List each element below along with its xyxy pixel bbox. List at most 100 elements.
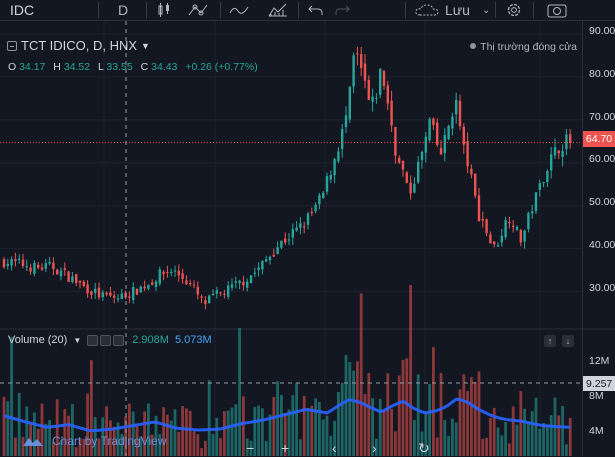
- scroll-left-button[interactable]: ‹: [332, 440, 337, 456]
- candle: [208, 295, 211, 304]
- volume-bar: [340, 382, 344, 456]
- candle: [192, 284, 196, 286]
- candle: [280, 240, 283, 248]
- volume-bar: [394, 431, 397, 456]
- zoom-out-button[interactable]: −: [246, 440, 255, 456]
- gear-icon[interactable]: [100, 334, 112, 346]
- candle: [481, 218, 484, 221]
- volume-bar: [150, 434, 154, 456]
- volume-bar: [21, 437, 25, 456]
- volume-bar: [59, 440, 63, 456]
- volume-bar: [215, 417, 219, 456]
- candle: [90, 291, 93, 295]
- camera-icon[interactable]: [546, 0, 568, 20]
- candle: [215, 290, 218, 294]
- volume-bar: [101, 417, 105, 456]
- toolbar-divider: [405, 2, 406, 18]
- price-axis-label: 40.00: [589, 239, 615, 251]
- candle: [557, 150, 560, 154]
- move-pane-up-icon[interactable]: ↑: [544, 335, 556, 347]
- candle: [496, 245, 500, 247]
- zoom-in-button[interactable]: +: [281, 440, 290, 456]
- volume-legend[interactable]: Volume (20) ▼ 2.908M 5.073M: [8, 334, 212, 346]
- volume-bar: [515, 424, 519, 456]
- attribution-text: Chart by TradingView: [52, 434, 167, 448]
- candle: [29, 267, 32, 272]
- candle: [439, 147, 443, 155]
- candle: [18, 258, 21, 260]
- volume-bar: [405, 358, 409, 456]
- interval-button[interactable]: D: [117, 2, 129, 18]
- volume-bar: [359, 293, 363, 456]
- low-label: L: [98, 61, 104, 73]
- candle: [428, 118, 431, 141]
- candle: [101, 292, 104, 298]
- candle: [154, 281, 158, 287]
- volume-title: Volume (20): [8, 334, 68, 346]
- toolbar-divider: [495, 2, 496, 18]
- eye-icon[interactable]: [87, 334, 99, 346]
- volume-bar: [466, 390, 469, 456]
- candle: [113, 295, 116, 298]
- close-icon[interactable]: [113, 334, 125, 346]
- collapse-legend-icon[interactable]: [7, 40, 17, 51]
- tradingview-attribution[interactable]: Chart by TradingView: [22, 434, 167, 448]
- move-pane-down-icon[interactable]: ↓: [562, 335, 574, 347]
- candle: [337, 151, 340, 162]
- volume-bar: [420, 431, 424, 456]
- volume-bar: [435, 437, 439, 456]
- candle: [401, 160, 405, 170]
- volume-bar: [242, 396, 245, 456]
- volume-bar: [112, 426, 116, 456]
- candle: [200, 296, 203, 298]
- candle: [234, 281, 237, 283]
- close-label: C: [140, 61, 149, 73]
- reset-chart-icon[interactable]: ↻: [418, 440, 430, 456]
- undo-icon[interactable]: [306, 0, 324, 20]
- candles-icon[interactable]: [154, 0, 174, 20]
- volume-ma-line: [3, 397, 571, 433]
- candle: [196, 286, 199, 295]
- candle: [447, 125, 450, 140]
- volume-bar: [283, 413, 287, 456]
- volume-bar: [519, 391, 523, 456]
- candle: [470, 168, 473, 175]
- symbol-search-button[interactable]: IDC: [10, 2, 35, 18]
- volume-bar: [204, 440, 207, 456]
- volume-bar: [447, 435, 450, 456]
- candle: [508, 221, 511, 224]
- volume-ma-value: 5.073M: [174, 334, 212, 346]
- volume-bar: [333, 420, 336, 456]
- series-legend[interactable]: TCT IDICO, D, HNX ▼: [7, 38, 150, 53]
- volume-bar: [55, 399, 59, 456]
- chart-canvas[interactable]: [0, 21, 615, 456]
- candle: [287, 239, 291, 241]
- compare-icon[interactable]: [267, 0, 289, 20]
- candle: [352, 55, 355, 87]
- volume-bar: [549, 415, 553, 456]
- volume-bar: [230, 407, 234, 456]
- volume-bar: [223, 411, 226, 456]
- volume-bar: [90, 360, 93, 456]
- volume-bar: [109, 420, 112, 456]
- price-axis-label: 60.00: [589, 153, 615, 165]
- candle: [185, 280, 188, 285]
- caret-down-icon[interactable]: ▼: [73, 335, 82, 345]
- gear-icon[interactable]: [503, 0, 525, 20]
- volume-bar: [280, 394, 283, 456]
- volume-bar: [454, 422, 458, 456]
- candle: [170, 271, 173, 273]
- candle: [230, 284, 234, 288]
- candle: [116, 298, 120, 300]
- line-tool-icon[interactable]: [228, 0, 250, 20]
- candle: [219, 292, 222, 294]
- caret-down-icon[interactable]: ▼: [141, 40, 150, 51]
- tradingview-logo-icon: [23, 438, 43, 446]
- candle: [546, 170, 549, 183]
- redo-icon[interactable]: [334, 0, 352, 20]
- indicators-icon[interactable]: [186, 0, 212, 20]
- save-button[interactable]: Lưu ⌄: [414, 0, 494, 20]
- candle: [173, 270, 177, 272]
- scroll-right-button[interactable]: ›: [372, 440, 377, 456]
- volume-bar: [17, 392, 21, 456]
